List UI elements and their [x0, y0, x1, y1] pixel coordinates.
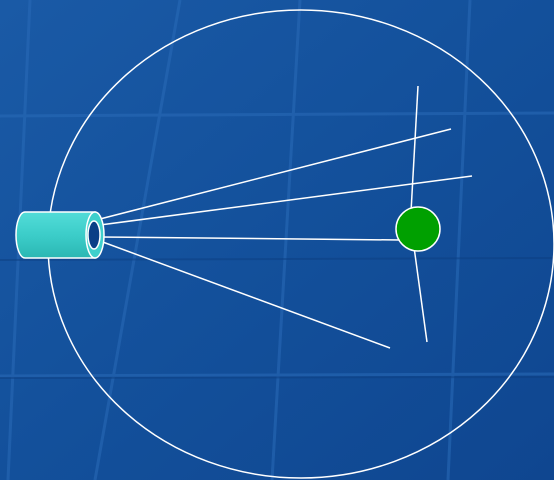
track-upper: [410, 85, 419, 213]
ray-1: [99, 128, 452, 220]
emitter-cylinder: [15, 211, 105, 259]
ray-4: [99, 240, 391, 349]
rays: [99, 128, 473, 349]
secondary-tracks: [410, 85, 428, 343]
ray-2: [99, 175, 473, 226]
track-lower: [413, 246, 428, 343]
ray-3: [99, 236, 401, 241]
background-texture-dark: [0, 257, 554, 379]
emitter-aperture: [87, 220, 101, 250]
target-sphere: [395, 206, 441, 252]
